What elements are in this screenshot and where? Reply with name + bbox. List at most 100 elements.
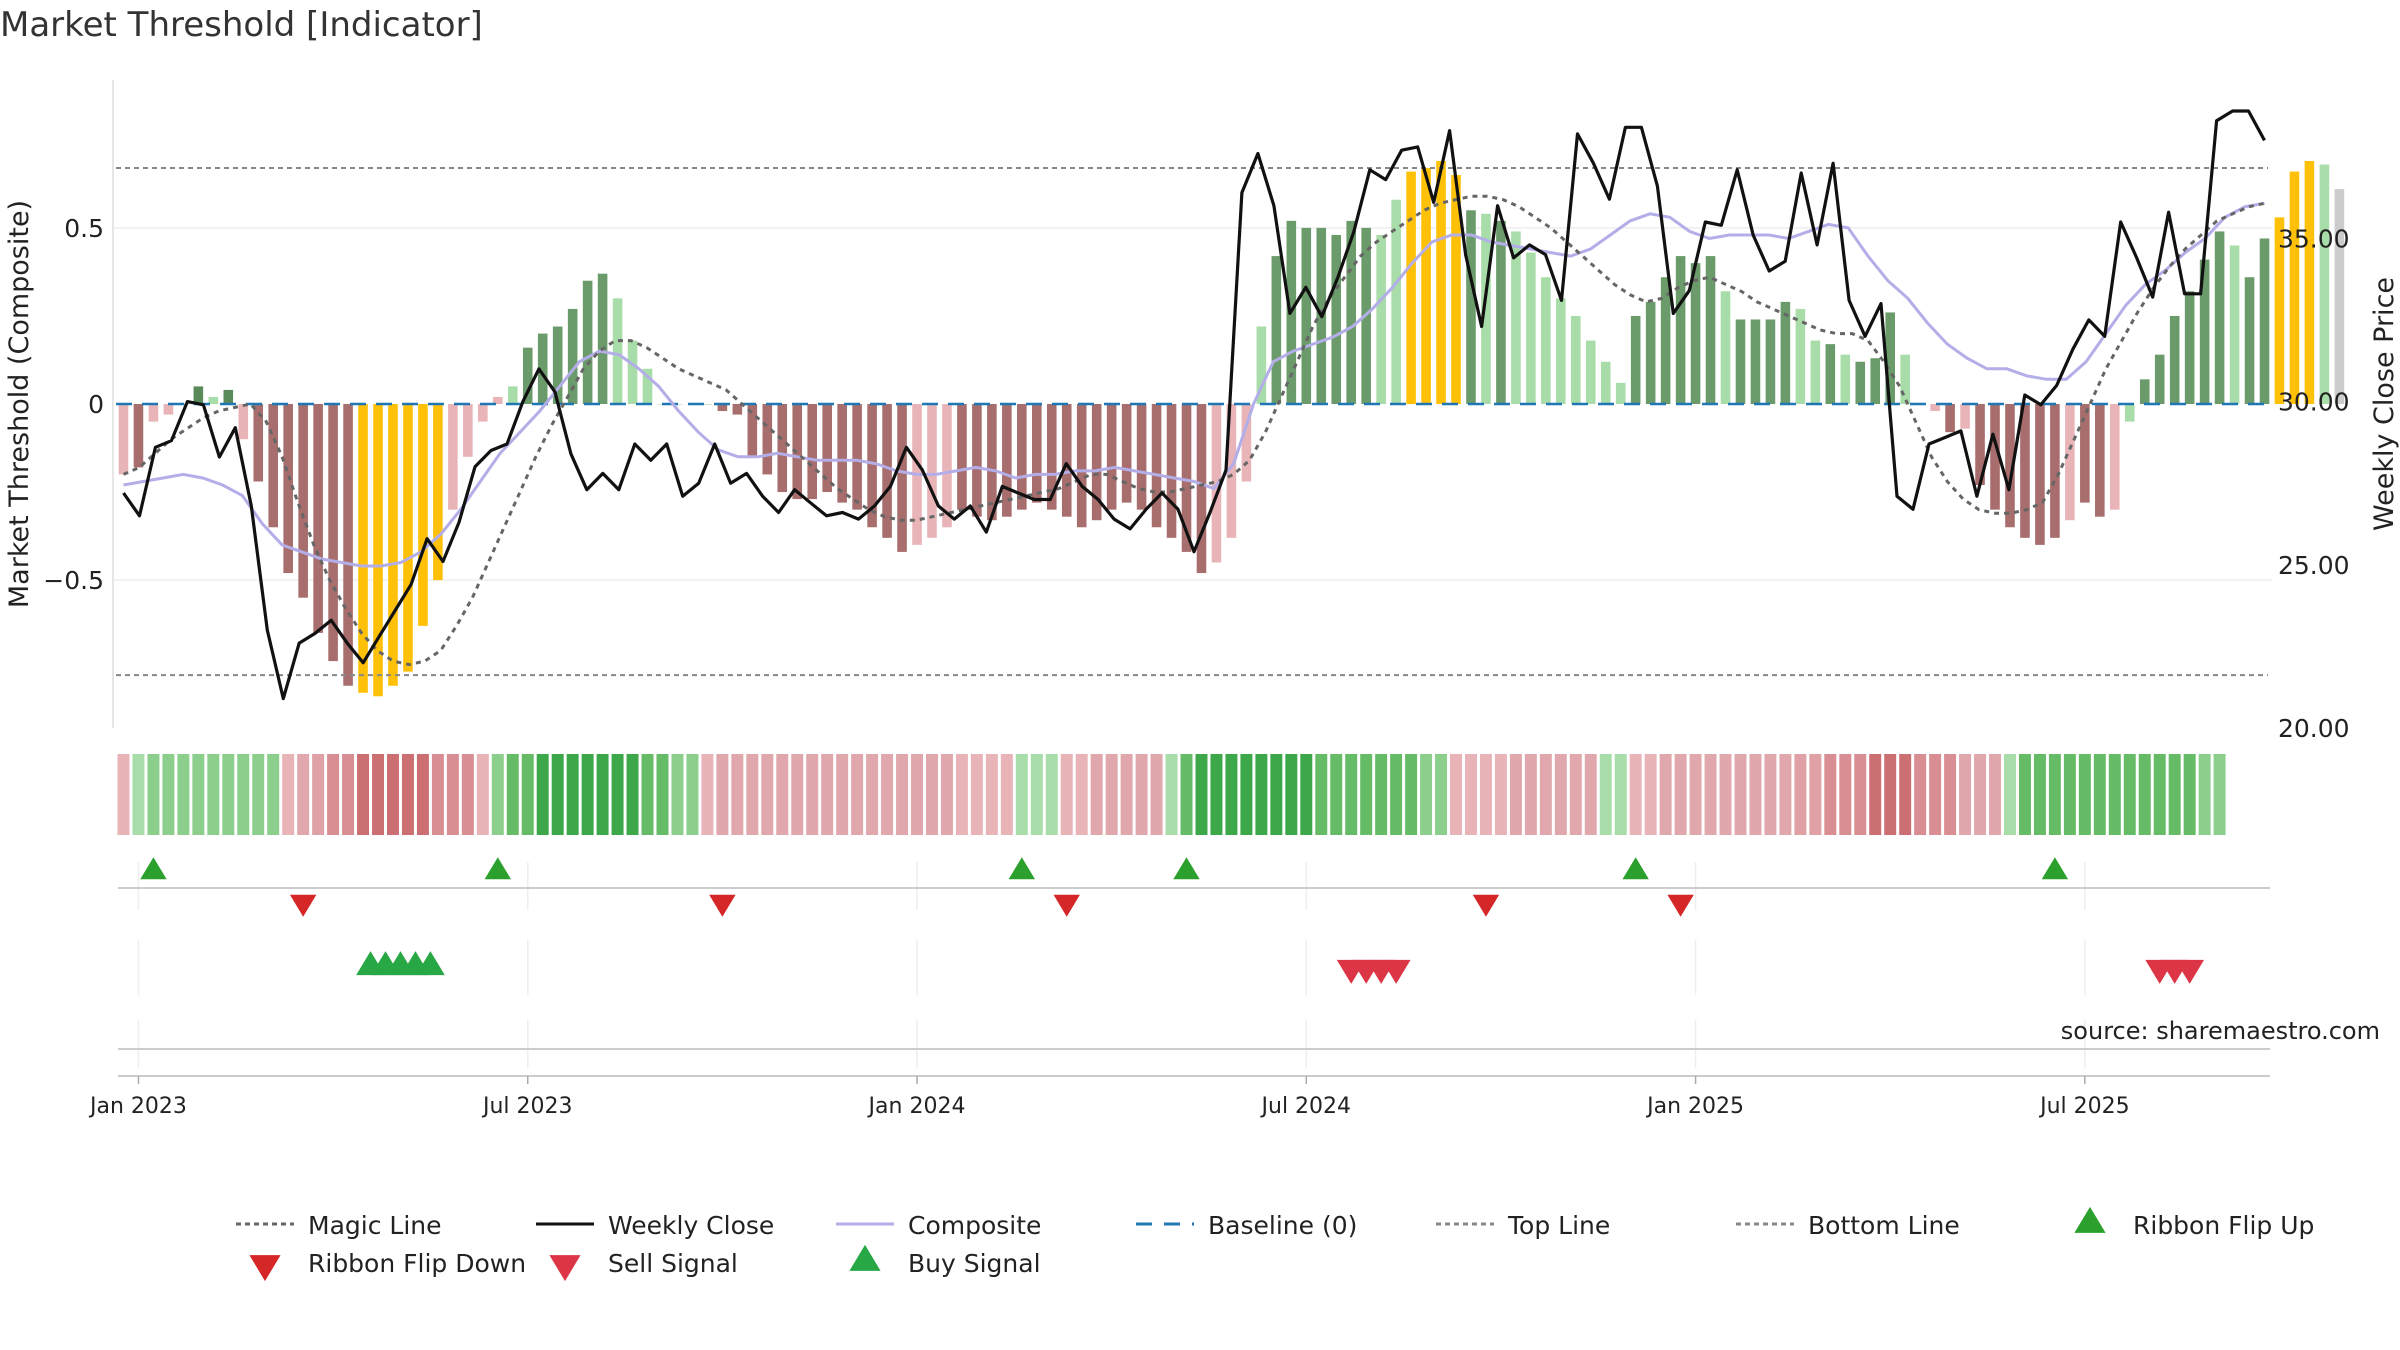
ribbon-cell	[1315, 754, 1328, 835]
histogram-bar	[1556, 298, 1566, 404]
ribbon-cell	[1300, 754, 1313, 835]
histogram-bar	[1630, 315, 1641, 404]
histogram-bar	[552, 326, 563, 404]
ribbon-cell	[1824, 754, 1837, 835]
histogram-bar	[1840, 354, 1851, 404]
histogram-bar	[133, 404, 144, 468]
legend-item: Buy Signal	[849, 1244, 1041, 1278]
legend-swatch	[849, 1244, 881, 1271]
ribbon-cell	[2183, 754, 2196, 835]
legend-label: Ribbon Flip Up	[2133, 1211, 2314, 1240]
histogram-bar	[2005, 404, 2015, 528]
histogram-bar	[1541, 277, 1551, 404]
ribbon-flip-up-marker	[1622, 857, 1649, 880]
histogram-bar	[597, 273, 608, 404]
x-tick-label: Jan 2025	[1645, 1094, 1744, 1119]
ribbon-cell	[357, 754, 370, 835]
magic-line	[122, 194, 2265, 667]
legend-label: Bottom Line	[1808, 1211, 1960, 1240]
ribbon-cell	[866, 754, 879, 835]
ribbon-cell	[1539, 754, 1552, 835]
ribbon-cell	[342, 754, 355, 835]
ribbon-cell	[1405, 754, 1418, 835]
ribbon-cell	[686, 754, 699, 835]
histogram-bar	[762, 404, 773, 475]
histogram-bar	[193, 386, 204, 404]
histogram-bar	[1271, 256, 1282, 404]
histogram-bar	[1046, 404, 1057, 510]
histogram-bar	[1151, 404, 1162, 528]
histogram-bar	[1690, 263, 1701, 404]
sell-signal-markers	[1336, 959, 2205, 984]
histogram-bar	[328, 404, 338, 662]
x-tick-label: Jan 2023	[88, 1094, 187, 1119]
histogram-bar	[1900, 354, 1910, 404]
x-axis-ticks: Jan 2023 Jul 2023 Jan 2024 Jul 2024 Jan 2025…	[88, 1076, 2130, 1119]
y-right-tick-label: 20.00	[2278, 714, 2350, 743]
histogram-bar	[1136, 404, 1147, 510]
ribbon-cell	[1180, 754, 1193, 835]
ribbon-cell	[1614, 754, 1627, 835]
ribbon-cell	[1075, 754, 1088, 835]
histogram-bar	[2199, 259, 2210, 404]
legend-item: Magic Line	[236, 1211, 442, 1240]
ribbon-cell	[1659, 754, 1672, 835]
histogram-bar	[148, 404, 159, 422]
histogram-bar	[2035, 404, 2045, 545]
histogram-bar	[463, 404, 473, 457]
histogram-bar	[1017, 404, 1027, 510]
histogram-bar	[1825, 344, 1836, 404]
ribbon-cell	[476, 754, 489, 835]
ribbon-cell	[1794, 754, 1807, 835]
histogram-bar	[1421, 168, 1431, 404]
histogram-bar	[537, 333, 548, 404]
ribbon-cell	[1330, 754, 1343, 835]
sell-signal-marker	[1381, 959, 1411, 984]
ribbon-cell	[851, 754, 864, 835]
y-left-axis-label: Market Threshold (Composite)	[4, 200, 35, 608]
histogram-bar	[2065, 404, 2075, 521]
histogram-bar	[837, 404, 847, 503]
legend-label: Baseline (0)	[1208, 1211, 1357, 1240]
ribbon-flip-down-marker	[709, 894, 736, 917]
ribbon-cell	[1450, 754, 1463, 835]
histogram-bar	[1735, 319, 1746, 404]
ribbon-cell	[1345, 754, 1358, 835]
composite-histogram	[118, 161, 2345, 697]
ribbon-cell	[282, 754, 295, 835]
ribbon-cell	[1165, 754, 1178, 835]
ribbon-cell	[177, 754, 190, 835]
histogram-bar	[1885, 312, 1895, 404]
ribbon-cell	[701, 754, 714, 835]
ribbon-cell	[716, 754, 729, 835]
histogram-bar	[1301, 227, 1312, 404]
ribbon-flip-down-markers	[289, 894, 1694, 917]
histogram-bar	[807, 404, 817, 500]
y-right-tick-label: 30.00	[2278, 388, 2350, 417]
x-tick-label: Jan 2024	[867, 1094, 966, 1119]
histogram-bar	[118, 404, 129, 475]
histogram-bar	[403, 404, 413, 672]
ribbon-cell	[1869, 754, 1882, 835]
ribbon-cell	[1944, 754, 1957, 835]
ribbon-flip-up-marker	[1008, 857, 1036, 880]
ribbon-cell	[1494, 754, 1507, 835]
histogram-bar	[1106, 404, 1117, 510]
histogram-bar	[2154, 354, 2165, 404]
ribbon-cell	[1225, 754, 1238, 835]
histogram-bar	[1645, 301, 1656, 404]
histogram-bar	[942, 404, 952, 528]
histogram-bar	[448, 404, 458, 510]
ribbon-cell	[1030, 754, 1043, 835]
histogram-bar	[1675, 256, 1686, 404]
y-left-gridlines	[113, 227, 2272, 581]
histogram-bar	[1660, 277, 1671, 404]
ribbon-cell	[776, 754, 789, 835]
ribbon-cell	[1150, 754, 1163, 835]
histogram-bar	[1032, 404, 1042, 503]
ribbon-cell	[806, 754, 819, 835]
ribbon-cell	[1854, 754, 1867, 835]
histogram-bar	[1196, 404, 1207, 574]
histogram-bar	[1945, 404, 1955, 433]
